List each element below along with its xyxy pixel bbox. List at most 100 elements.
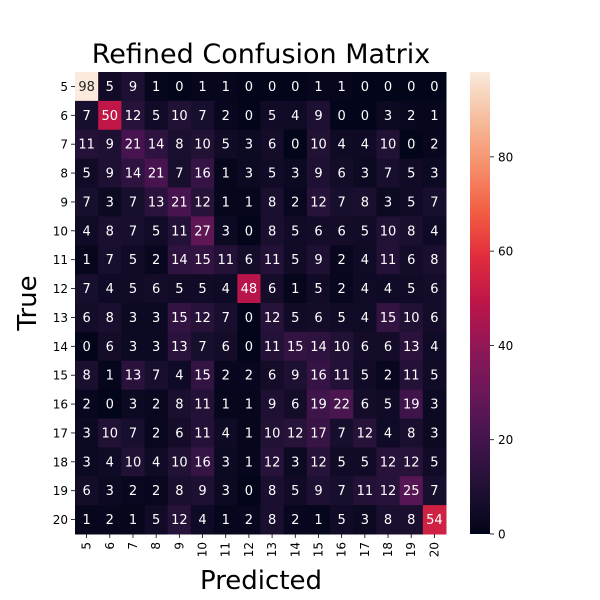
heatmap-cell [190, 216, 215, 246]
heatmap-cell [75, 129, 99, 160]
cell-value-label: 8 [106, 311, 114, 326]
cell-value-label: 7 [82, 195, 90, 210]
heatmap-cell [283, 389, 308, 419]
cell-value-label: 15 [194, 369, 211, 384]
cell-value-label: 9 [314, 109, 322, 124]
cell-value-label: 22 [333, 398, 350, 413]
heatmap-cell [306, 72, 331, 102]
cell-value-label: 3 [291, 167, 299, 182]
cell-value-label: 5 [129, 253, 137, 268]
heatmap-cell [422, 360, 447, 391]
heatmap-cell [422, 476, 447, 506]
heatmap-cell [260, 505, 285, 535]
heatmap-cell [330, 129, 354, 160]
y-tick-label: 20 [53, 513, 68, 527]
heatmap-cell [190, 100, 215, 131]
heatmap-cell [260, 360, 285, 391]
cell-value-label: 13 [403, 340, 420, 355]
cell-value-label: 3 [152, 311, 160, 326]
cell-value-label: 1 [82, 513, 90, 528]
heatmap-cell [214, 331, 238, 362]
cell-value-label: 13 [125, 369, 142, 384]
cell-value-label: 15 [380, 311, 397, 326]
cell-value-label: 8 [268, 513, 276, 528]
heatmap-cell [75, 216, 99, 246]
cell-value-label: 8 [407, 513, 415, 528]
cell-value-label: 6 [338, 167, 346, 182]
heatmap-cell [376, 360, 401, 391]
cell-value-label: 4 [430, 340, 438, 355]
heatmap-cell [144, 245, 169, 275]
heatmap-cell [167, 418, 192, 448]
cell-value-label: 7 [384, 167, 392, 182]
cell-value-label: 14 [171, 253, 188, 268]
heatmap-cell [376, 72, 401, 102]
cell-value-label: 12 [287, 426, 304, 441]
cell-value-label: 6 [175, 426, 183, 441]
heatmap-cell [353, 476, 377, 506]
cell-value-label: 50 [102, 109, 119, 124]
heatmap-cell [330, 187, 354, 217]
cell-value-label: 0 [268, 80, 276, 95]
heatmap-cell [353, 331, 377, 362]
y-tick-label: 9 [60, 195, 68, 209]
cell-value-label: 5 [384, 398, 392, 413]
heatmap-cell [260, 389, 285, 419]
heatmap-cell [144, 72, 169, 102]
heatmap-cell [237, 129, 261, 160]
cell-value-label: 12 [264, 455, 281, 470]
colorbar-gradient [470, 72, 490, 534]
cell-value-label: 14 [125, 167, 142, 182]
cell-value-label: 0 [245, 109, 253, 124]
cell-value-label: 4 [222, 426, 230, 441]
heatmap-cell [353, 187, 377, 217]
cell-value-label: 0 [407, 138, 415, 153]
heatmap-cell [306, 303, 331, 333]
heatmap-cell [214, 303, 238, 333]
cell-value-label: 9 [106, 167, 114, 182]
cell-value-label: 2 [152, 484, 160, 499]
cell-value-label: 4 [175, 369, 183, 384]
heatmap-cell [190, 187, 215, 217]
cell-value-label: 11 [171, 224, 188, 239]
y-tick-label: 8 [60, 167, 68, 181]
cell-value-label: 5 [129, 282, 137, 297]
heatmap-cell [214, 389, 238, 419]
heatmap-cell [283, 331, 308, 362]
y-tick-label: 10 [53, 224, 68, 238]
cell-value-label: 4 [361, 311, 369, 326]
heatmap-cell [144, 274, 169, 304]
cell-value-label: 5 [361, 455, 369, 470]
heatmap-cell [376, 100, 401, 131]
cell-value-label: 5 [222, 138, 230, 153]
heatmap-cell [167, 476, 192, 506]
heatmap-cell [283, 418, 308, 448]
cell-value-label: 21 [125, 138, 142, 153]
cell-value-label: 3 [129, 398, 137, 413]
heatmap-cell [144, 418, 169, 448]
cell-value-label: 0 [245, 311, 253, 326]
heatmap-cell [121, 418, 146, 448]
heatmap-cell [283, 72, 308, 102]
heatmap-cell [376, 129, 401, 160]
cell-value-label: 7 [175, 167, 183, 182]
heatmap-cell [422, 274, 447, 304]
cell-value-label: 3 [245, 167, 253, 182]
cell-value-label: 8 [175, 484, 183, 499]
heatmap-cell [75, 476, 99, 506]
heatmap-cell [330, 331, 354, 362]
cell-value-label: 12 [264, 311, 281, 326]
heatmap-cell [144, 158, 169, 188]
cell-value-label: 6 [291, 398, 299, 413]
heatmap-cell [75, 187, 99, 217]
cell-value-label: 5 [407, 167, 415, 182]
cell-value-label: 48 [241, 282, 258, 297]
cell-value-label: 4 [291, 109, 299, 124]
cell-value-label: 6 [268, 369, 276, 384]
cell-value-label: 6 [314, 224, 322, 239]
heatmap-cell [330, 418, 354, 448]
heatmap-cell [98, 389, 122, 419]
heatmap-cell [260, 100, 285, 131]
x-tick-label: 10 [196, 542, 210, 557]
heatmap-cell [399, 447, 424, 477]
